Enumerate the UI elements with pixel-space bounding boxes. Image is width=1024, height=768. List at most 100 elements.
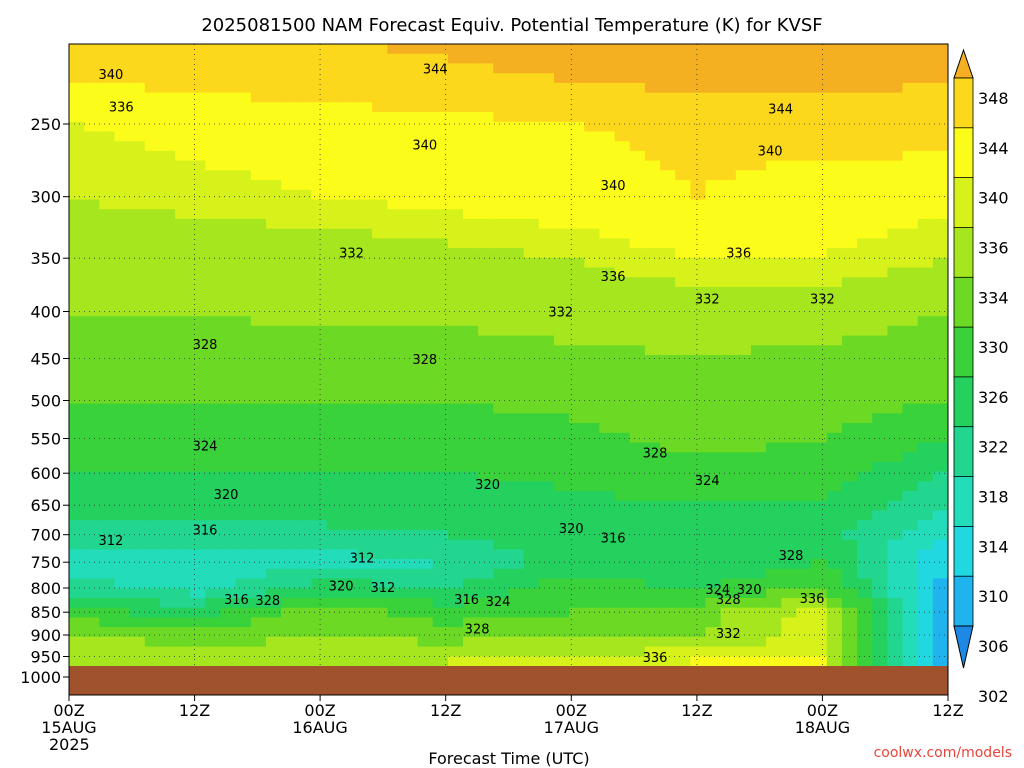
field-cell	[902, 598, 919, 609]
field-cell	[932, 248, 948, 259]
field-cell	[523, 131, 540, 142]
field-cell	[402, 656, 419, 667]
field-cell	[372, 141, 388, 152]
field-cell	[281, 277, 297, 288]
contour-label: 316	[193, 524, 218, 539]
field-cell	[857, 636, 873, 648]
field-cell	[644, 539, 661, 550]
field-cell	[129, 578, 146, 589]
field-cell	[887, 248, 904, 259]
field-cell	[387, 335, 404, 346]
field-cell	[281, 150, 297, 162]
field-cell	[144, 306, 161, 317]
field-cell	[644, 306, 661, 317]
field-cell	[554, 510, 570, 521]
field-cell	[584, 568, 601, 580]
field-cell	[84, 218, 100, 230]
field-cell	[99, 636, 116, 648]
field-cell	[796, 180, 813, 191]
field-cell	[175, 63, 191, 74]
field-cell	[69, 209, 85, 220]
field-cell	[114, 238, 131, 249]
field-cell	[69, 82, 85, 94]
field-cell	[159, 102, 176, 113]
field-cell	[569, 170, 585, 181]
field-cell	[614, 384, 631, 395]
field-cell	[781, 44, 798, 55]
field-cell	[493, 393, 510, 405]
colorbar-segment	[953, 476, 974, 528]
field-cell	[675, 646, 691, 657]
field-cell	[84, 481, 100, 492]
field-cell	[614, 413, 631, 424]
field-cell	[887, 598, 904, 609]
field-cell	[720, 646, 737, 657]
field-cell	[584, 588, 601, 599]
field-cell	[493, 53, 510, 64]
field-cell	[554, 529, 570, 541]
field-cell	[159, 218, 176, 230]
field-cell	[114, 559, 131, 570]
field-cell	[902, 53, 919, 64]
field-cell	[584, 355, 601, 366]
field-cell	[599, 442, 616, 453]
field-cell	[266, 92, 282, 103]
field-cell	[705, 500, 722, 512]
field-cell	[751, 209, 767, 220]
field-cell	[281, 92, 297, 103]
field-cell	[690, 384, 707, 395]
field-cell	[493, 112, 510, 123]
field-cell	[584, 160, 601, 171]
field-cell	[114, 529, 131, 541]
field-cell	[493, 73, 510, 84]
field-cell	[159, 636, 176, 648]
field-cell	[584, 277, 601, 288]
field-cell	[493, 491, 510, 502]
field-cell	[720, 403, 737, 414]
field-cell	[841, 325, 858, 337]
field-cell	[826, 160, 843, 171]
field-cell	[720, 510, 737, 521]
field-cell	[463, 364, 479, 375]
field-cell	[917, 423, 934, 434]
colorbar-segment	[953, 575, 974, 627]
field-cell	[463, 170, 479, 181]
field-cell	[508, 636, 525, 648]
field-cell	[281, 180, 297, 191]
field-cell	[660, 170, 676, 181]
field-cell	[705, 277, 722, 288]
field-cell	[493, 218, 510, 230]
field-cell	[902, 559, 919, 570]
field-cell	[811, 607, 828, 618]
field-cell	[523, 170, 540, 181]
field-cell	[144, 423, 161, 434]
field-cell	[932, 121, 948, 133]
field-cell	[99, 296, 116, 307]
field-cell	[281, 384, 297, 395]
field-cell	[932, 529, 948, 541]
field-cell	[569, 549, 585, 560]
field-cell	[402, 442, 419, 453]
field-cell	[478, 539, 494, 550]
field-cell	[341, 636, 358, 648]
field-cell	[478, 141, 494, 152]
field-cell	[569, 82, 585, 94]
field-cell	[175, 209, 191, 220]
field-cell	[159, 384, 176, 395]
field-cell	[402, 248, 419, 259]
field-cell	[584, 121, 601, 133]
field-cell	[159, 325, 176, 337]
field-cell	[266, 646, 282, 657]
field-cell	[887, 306, 904, 317]
field-cell	[402, 209, 419, 220]
field-cell	[614, 452, 631, 463]
field-cell	[841, 131, 858, 142]
field-cell	[569, 500, 585, 512]
field-cell	[766, 267, 782, 278]
field-cell	[857, 481, 873, 492]
field-cell	[872, 141, 888, 152]
field-cell	[447, 102, 464, 113]
field-cell	[766, 617, 782, 628]
colorbar-segment	[953, 127, 974, 179]
field-cell	[796, 44, 813, 55]
